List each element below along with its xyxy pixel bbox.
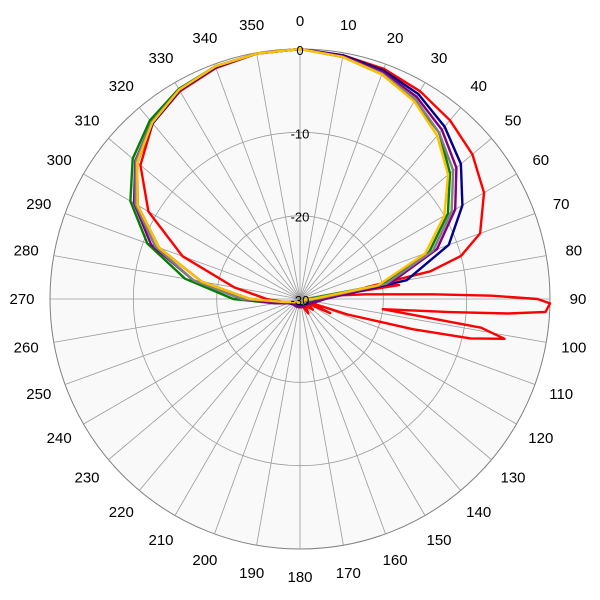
- grid-spoke: [83, 173, 301, 300]
- angle-tick-label: 230: [74, 470, 99, 487]
- grid-spoke: [108, 298, 301, 461]
- series-line: [139, 47, 552, 340]
- angle-tick-label: 70: [553, 196, 570, 213]
- grid-spoke: [64, 298, 301, 385]
- angle-tick-label: 220: [109, 504, 134, 521]
- grid-spoke: [299, 298, 547, 343]
- grid-spoke: [138, 298, 301, 491]
- angle-tick-label: 40: [470, 78, 487, 95]
- angle-tick-label: 150: [426, 532, 451, 549]
- angle-tick-label: 0: [296, 13, 304, 30]
- grid-spoke: [299, 298, 344, 546]
- grid-spoke: [299, 52, 344, 300]
- grid-spoke: [53, 255, 301, 300]
- grid-spoke: [138, 107, 301, 300]
- angle-tick-label: 20: [387, 30, 404, 47]
- radial-tick-label: 0: [296, 43, 303, 58]
- angle-tick-label: 160: [383, 552, 408, 569]
- angle-tick-label: 320: [109, 78, 134, 95]
- grid-spoke: [299, 213, 536, 300]
- angle-tick-label: 50: [505, 112, 522, 129]
- angle-tick-label: 90: [570, 291, 587, 308]
- angle-tick-label: 200: [192, 552, 217, 569]
- angle-tick-label: 170: [336, 565, 361, 582]
- angle-tick-label: 210: [148, 532, 173, 549]
- angle-tick-label: 330: [148, 50, 173, 67]
- grid-spoke: [256, 298, 301, 546]
- angle-tick-label: 110: [549, 386, 573, 403]
- angle-tick-label: 300: [47, 152, 72, 169]
- angle-tick-label: 310: [74, 112, 99, 129]
- series-group: [129, 47, 552, 340]
- grid-spoke: [299, 107, 462, 300]
- series-line: [136, 47, 450, 305]
- grid-spoke: [256, 52, 301, 300]
- grid-spoke: [214, 63, 301, 300]
- grid-spoke: [299, 298, 517, 425]
- angle-tick-label: 130: [500, 470, 525, 487]
- tick-labels: 0 10 20 30 40 50 60 70 80 90 100 110 120 130 140 150 160…: [9, 13, 586, 586]
- grid-spoke: [214, 298, 301, 535]
- angle-tick-label: 190: [239, 565, 264, 582]
- grid-spoke: [83, 298, 301, 425]
- grid-spoke: [299, 63, 386, 300]
- angle-tick-label: 30: [431, 50, 448, 67]
- grid-spoke: [299, 298, 386, 535]
- angle-tick-label: 280: [14, 243, 39, 260]
- angle-tick-label: 80: [565, 243, 582, 260]
- angle-tick-label: 270: [9, 291, 34, 308]
- grid-spoke: [299, 298, 462, 491]
- grid-spoke: [299, 173, 517, 300]
- radial-tick-label: -10: [291, 126, 310, 141]
- angle-tick-label: 60: [532, 152, 549, 169]
- angle-tick-label: 100: [561, 339, 586, 356]
- angle-tick-label: 260: [14, 339, 39, 356]
- radial-tick-label: -20: [291, 210, 310, 225]
- grid-spoke: [299, 298, 536, 385]
- grid-spoke: [299, 298, 426, 516]
- angle-tick-label: 240: [47, 430, 72, 447]
- grid-spoke: [299, 298, 492, 461]
- radial-tick-label: -30: [291, 293, 310, 308]
- grid-spoke: [53, 298, 301, 343]
- grid-spoke: [299, 137, 492, 300]
- angle-tick-label: 180: [287, 569, 312, 586]
- angle-tick-label: 250: [26, 386, 51, 403]
- angle-tick-label: 350: [239, 17, 264, 34]
- angle-tick-label: 120: [528, 430, 553, 447]
- angle-tick-label: 140: [466, 504, 491, 521]
- angle-tick-label: 340: [192, 30, 217, 47]
- angle-tick-label: 10: [340, 17, 357, 34]
- grid-spoke: [299, 82, 426, 300]
- angle-tick-label: 290: [26, 196, 51, 213]
- grid-spoke: [174, 82, 301, 300]
- grid-spoke: [174, 298, 301, 516]
